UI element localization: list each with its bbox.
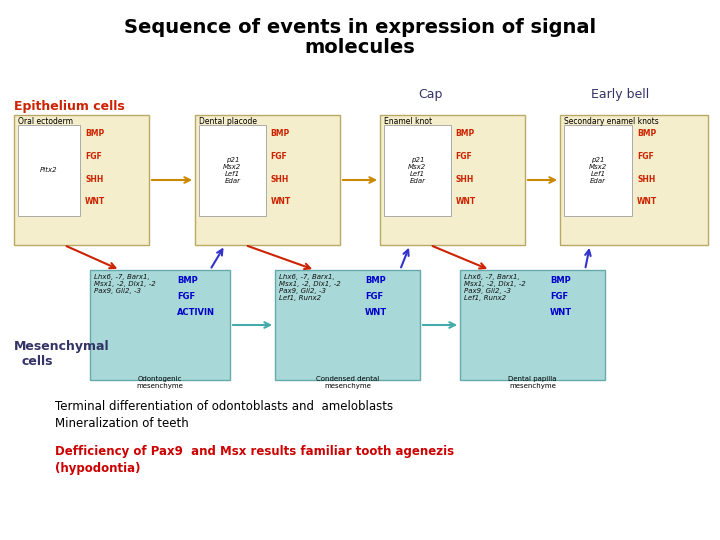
Text: Defficiency of Pax9  and Msx results familiar tooth agenezis
(hypodontia): Defficiency of Pax9 and Msx results fami…: [55, 445, 454, 475]
Text: cells: cells: [22, 355, 53, 368]
Text: WNT: WNT: [365, 308, 387, 317]
Text: FGF: FGF: [550, 292, 568, 301]
Text: BMP: BMP: [637, 129, 657, 138]
Text: BMP: BMP: [365, 276, 386, 285]
Text: p21
Msx2
Lef1
Edar: p21 Msx2 Lef1 Edar: [589, 157, 607, 184]
Text: SHH: SHH: [637, 174, 655, 184]
Text: SHH: SHH: [271, 174, 289, 184]
Text: FGF: FGF: [271, 152, 287, 161]
Text: Oral ectoderm: Oral ectoderm: [18, 117, 73, 126]
Bar: [564, 125, 632, 216]
Text: BMP: BMP: [177, 276, 197, 285]
Text: Lhx6, -7, Barx1,
Msx1, -2, Dlx1, -2
Pax9, Gli2, -3
Lef1, Runx2: Lhx6, -7, Barx1, Msx1, -2, Dlx1, -2 Pax9…: [464, 274, 526, 301]
Text: Secondary enamel knots: Secondary enamel knots: [564, 117, 659, 126]
Bar: [14, 115, 149, 245]
Bar: [560, 115, 708, 245]
Text: FGF: FGF: [85, 152, 102, 161]
Text: Lhx6, -7, Barx1,
Msx1, -2, Dlx1, -2
Pax9, Gli2, -3: Lhx6, -7, Barx1, Msx1, -2, Dlx1, -2 Pax9…: [94, 274, 156, 294]
Bar: [460, 270, 605, 380]
Text: Terminal differentiation of odontoblasts and  ameloblasts
Mineralization of teet: Terminal differentiation of odontoblasts…: [55, 400, 393, 430]
Bar: [380, 115, 525, 245]
Text: Odontogenic
mesenchyme: Odontogenic mesenchyme: [137, 376, 184, 389]
Bar: [384, 125, 451, 216]
Bar: [18, 125, 80, 216]
Text: BMP: BMP: [85, 129, 104, 138]
Text: Mesenchymal: Mesenchymal: [14, 340, 109, 353]
Text: Sequence of events in expression of signal: Sequence of events in expression of sign…: [124, 18, 596, 37]
Text: Pitx2: Pitx2: [40, 167, 58, 173]
Text: FGF: FGF: [637, 152, 654, 161]
Text: WNT: WNT: [550, 308, 572, 317]
Text: BMP: BMP: [271, 129, 290, 138]
Text: Lhx6, -7, Barx1,
Msx1, -2, Dlx1, -2
Pax9, Gli2, -3
Lef1, Runx2: Lhx6, -7, Barx1, Msx1, -2, Dlx1, -2 Pax9…: [279, 274, 341, 301]
Text: Cap: Cap: [418, 88, 442, 101]
Text: p21
Msx2
Lef1
Edar: p21 Msx2 Lef1 Edar: [223, 157, 241, 184]
Text: WNT: WNT: [85, 197, 105, 206]
Text: FGF: FGF: [365, 292, 383, 301]
Text: SHH: SHH: [85, 174, 104, 184]
Text: p21
Msx2
Lef1
Edar: p21 Msx2 Lef1 Edar: [408, 157, 426, 184]
Text: SHH: SHH: [456, 174, 474, 184]
Text: WNT: WNT: [456, 197, 476, 206]
Text: Epithelium cells: Epithelium cells: [14, 100, 125, 113]
Bar: [199, 125, 266, 216]
Bar: [275, 270, 420, 380]
Bar: [90, 270, 230, 380]
Text: Dental papilla
mesenchyme: Dental papilla mesenchyme: [508, 376, 557, 389]
Text: Condensed dental
mesenchyme: Condensed dental mesenchyme: [316, 376, 379, 389]
Text: WNT: WNT: [271, 197, 291, 206]
Bar: [195, 115, 340, 245]
Text: Early bell: Early bell: [591, 88, 649, 101]
Text: Dental placode: Dental placode: [199, 117, 257, 126]
Text: WNT: WNT: [637, 197, 657, 206]
Text: FGF: FGF: [456, 152, 472, 161]
Text: FGF: FGF: [177, 292, 195, 301]
Text: BMP: BMP: [456, 129, 475, 138]
Text: molecules: molecules: [305, 38, 415, 57]
Text: ACTIVIN: ACTIVIN: [177, 308, 215, 317]
Text: Enamel knot: Enamel knot: [384, 117, 432, 126]
Text: BMP: BMP: [550, 276, 571, 285]
